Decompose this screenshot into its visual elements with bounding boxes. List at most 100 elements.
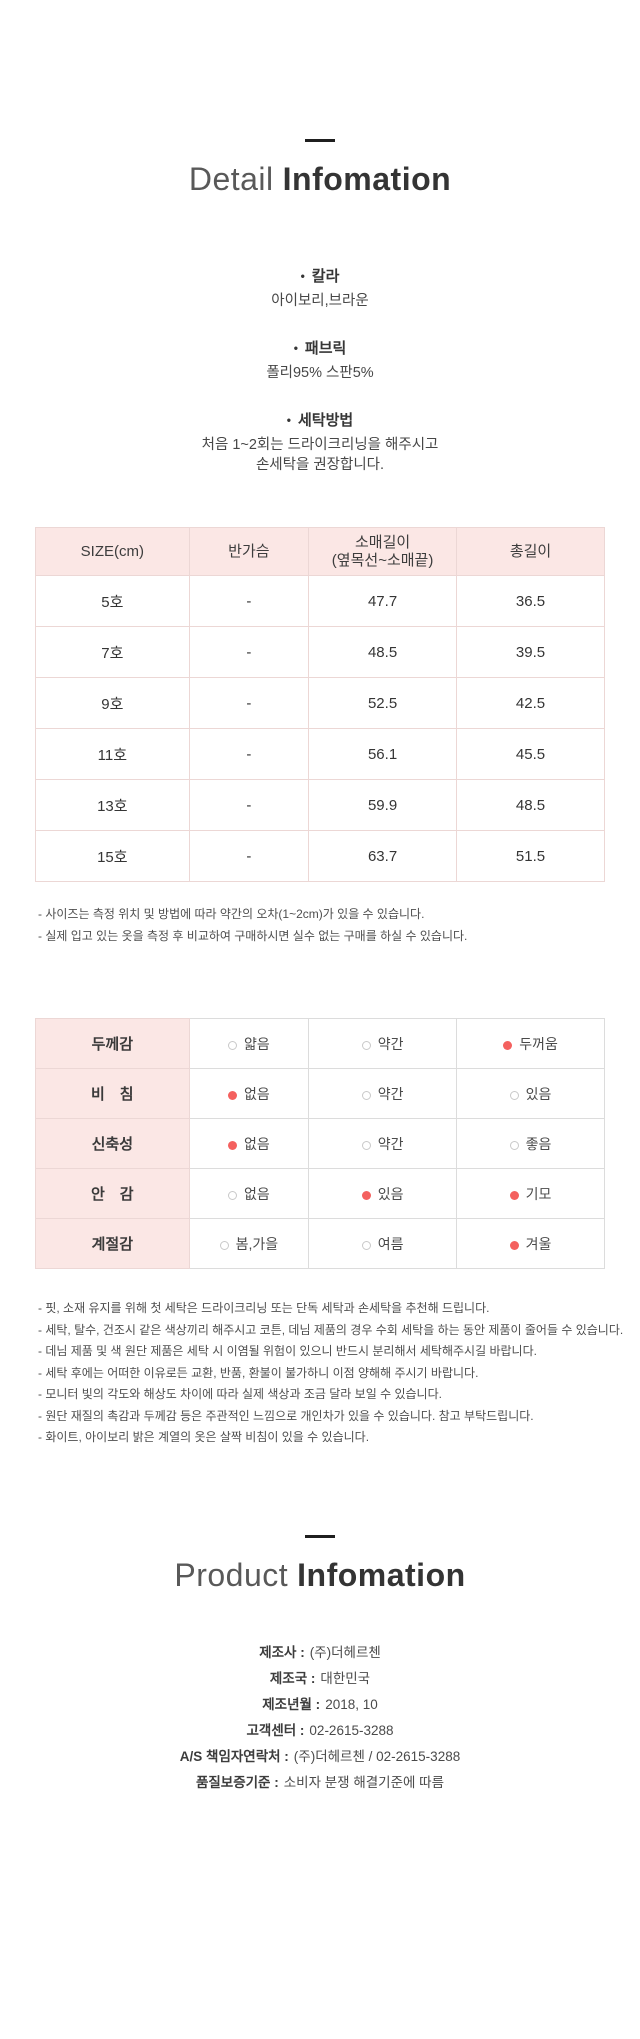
product-info-row: 제조사 : (주)더헤르첸 bbox=[259, 1644, 381, 1660]
detail-item-value: 처음 1~2회는 드라이크리닝을 해주시고 bbox=[201, 437, 439, 453]
attribute-row-lining: 안 감 없음 있음 기모 bbox=[35, 1168, 605, 1219]
bullet-icon: • bbox=[286, 413, 291, 427]
attribute-option: 좋음 bbox=[456, 1118, 605, 1169]
bottom-spacer bbox=[0, 1796, 640, 1936]
table-row: 5호 -47.7 36.5 bbox=[35, 575, 605, 627]
detail-item-label: • 칼라 bbox=[300, 268, 340, 285]
size-cell: - bbox=[188, 626, 310, 678]
radio-dot-icon bbox=[361, 1140, 371, 1150]
size-cell: 56.1 bbox=[308, 728, 458, 780]
size-cell: 47.7 bbox=[308, 575, 458, 627]
attribute-label: 비 침 bbox=[35, 1068, 190, 1119]
size-cell: 13호 bbox=[35, 779, 190, 831]
note-line: - 핏, 소재 유지를 위해 첫 세탁은 드라이크리닝 또는 단독 세탁과 손세… bbox=[38, 1301, 490, 1315]
size-cell: 7호 bbox=[35, 626, 190, 678]
attribute-option: 두꺼움 bbox=[456, 1018, 605, 1069]
attribute-label: 계절감 bbox=[35, 1218, 190, 1269]
section-divider bbox=[305, 139, 335, 142]
size-table-header: 총길이 bbox=[456, 527, 605, 576]
note-line: - 데님 제품 및 색 원단 제품은 세탁 시 이염될 위험이 있으니 반드시 … bbox=[38, 1344, 537, 1358]
note-line: - 모니터 빛의 각도와 해상도 차이에 따라 실제 색상과 조금 달라 보일 … bbox=[38, 1387, 442, 1401]
note-line: - 화이트, 아이보리 밝은 계열의 옷은 살짝 비침이 있을 수 있습니다. bbox=[38, 1430, 370, 1444]
detail-item-value: 아이보리,브라운 bbox=[271, 293, 369, 309]
product-info-row: 품질보증기준 : 소비자 분쟁 해결기준에 따름 bbox=[195, 1774, 445, 1790]
title-word-bold: Infomation bbox=[282, 161, 452, 197]
table-row: 7호 -48.5 39.5 bbox=[35, 626, 605, 678]
size-table-header: SIZE(cm) bbox=[35, 527, 190, 576]
radio-dot-icon bbox=[227, 1090, 237, 1100]
size-cell: 36.5 bbox=[456, 575, 605, 627]
table-row: 11호 -56.1 45.5 bbox=[35, 728, 605, 780]
product-info-row: 제조년월 :2018, 10 bbox=[262, 1696, 378, 1712]
section-divider bbox=[305, 1534, 335, 1538]
care-notes: - 핏, 소재 유지를 위해 첫 세탁은 드라이크리닝 또는 단독 세탁과 손세… bbox=[38, 1298, 640, 1449]
radio-dot-icon bbox=[509, 1240, 519, 1250]
note-line: - 세탁 후에는 어떠한 이유로든 교환, 반품, 환불이 불가하니 이점 양해… bbox=[38, 1365, 479, 1380]
size-cell: 39.5 bbox=[456, 626, 605, 678]
size-cell: 59.9 bbox=[308, 779, 458, 831]
size-cell: - bbox=[188, 575, 310, 627]
radio-dot-icon bbox=[509, 1140, 519, 1150]
detail-item-washing: • 세탁방법 처음 1~2회는 드라이크리닝을 해주시고 손세탁을 권장합니다. bbox=[0, 410, 640, 475]
radio-dot-icon bbox=[219, 1240, 229, 1250]
radio-dot-icon bbox=[361, 1040, 371, 1050]
attribute-label: 안 감 bbox=[35, 1168, 190, 1219]
attribute-option: 있음 bbox=[308, 1168, 458, 1219]
table-row: 15호 -63.7 51.5 bbox=[35, 830, 605, 882]
radio-dot-icon bbox=[361, 1240, 371, 1250]
size-cell: 52.5 bbox=[308, 677, 458, 729]
radio-dot-icon bbox=[509, 1190, 519, 1200]
attribute-row-sheerness: 비 침 없음 약간 있음 bbox=[35, 1068, 605, 1119]
product-section-title: Product Infomation bbox=[0, 1557, 640, 1594]
table-row: 13호 -59.9 48.5 bbox=[35, 779, 605, 831]
detail-item-label: • 세탁방법 bbox=[286, 412, 354, 429]
size-cell: 5호 bbox=[35, 575, 190, 627]
attribute-option: 기모 bbox=[456, 1168, 605, 1219]
product-detail-page: Detail Infomation • 칼라 아이보리,브라운 • 패브릭 폴리95%… bbox=[0, 139, 640, 1936]
attribute-option: 겨울 bbox=[456, 1218, 605, 1269]
size-notes: - 사이즈는 측정 위치 및 방법에 따라 약간의 오차(1~2cm)가 있을 … bbox=[38, 904, 640, 947]
size-cell: 11호 bbox=[35, 728, 190, 780]
bullet-icon: • bbox=[300, 269, 305, 283]
note-line: - 실제 입고 있는 옷을 측정 후 비교하여 구매하시면 실수 없는 구매를 … bbox=[38, 928, 468, 943]
title-word-light: Detail bbox=[188, 161, 274, 197]
attribute-option: 약간 bbox=[308, 1068, 458, 1119]
size-cell: 48.5 bbox=[456, 779, 605, 831]
size-cell: 63.7 bbox=[308, 830, 458, 882]
radio-dot-icon bbox=[227, 1190, 237, 1200]
size-cell: 15호 bbox=[35, 830, 190, 882]
detail-item-fabric: • 패브릭 폴리95% 스판5% bbox=[0, 338, 640, 383]
detail-section-title: Detail Infomation bbox=[0, 161, 640, 198]
radio-dot-icon bbox=[503, 1040, 513, 1050]
radio-dot-icon bbox=[509, 1090, 519, 1100]
title-word-light: Product bbox=[174, 1556, 289, 1593]
attribute-row-thickness: 두께감 얇음 약간 두꺼움 bbox=[35, 1018, 605, 1069]
attribute-option: 없음 bbox=[188, 1168, 310, 1219]
attribute-option: 있음 bbox=[456, 1068, 605, 1119]
size-cell: 9호 bbox=[35, 677, 190, 729]
size-cell: - bbox=[188, 830, 310, 882]
attribute-label: 두께감 bbox=[35, 1018, 190, 1069]
detail-item-value: 손세탁을 권장합니다. bbox=[255, 457, 385, 473]
attribute-label: 신축성 bbox=[35, 1118, 190, 1169]
detail-item-label: • 패브릭 bbox=[293, 340, 347, 357]
attribute-option: 약간 bbox=[308, 1018, 458, 1069]
size-cell: - bbox=[188, 779, 310, 831]
size-table-header: 반가슴 bbox=[188, 527, 310, 576]
attribute-table: 두께감 얇음 약간 두꺼움 비 침 없음 약간 있음 신축성 없음 약간 좋음 … bbox=[35, 1018, 605, 1269]
product-info-row: 고객센터 :02-2615-3288 bbox=[246, 1722, 394, 1738]
note-line: - 세탁, 탈수, 건조시 같은 색상끼리 해주시고 코튼, 데님 제품의 경우… bbox=[38, 1322, 624, 1337]
table-row: 9호 -52.5 42.5 bbox=[35, 677, 605, 729]
attribute-option: 약간 bbox=[308, 1118, 458, 1169]
attribute-option: 얇음 bbox=[188, 1018, 310, 1069]
attribute-row-season: 계절감 봄,가을 여름 겨울 bbox=[35, 1218, 605, 1269]
size-cell: - bbox=[188, 728, 310, 780]
size-table-header-row: SIZE(cm) 반가슴 소매길이 (옆목선~소매끝) 총길이 bbox=[35, 527, 605, 576]
size-cell: 51.5 bbox=[456, 830, 605, 882]
attribute-option: 없음 bbox=[188, 1118, 310, 1169]
size-cell: 45.5 bbox=[456, 728, 605, 780]
note-line: - 원단 재질의 촉감과 두께감 등은 주관적인 느낌으로 개인차가 있을 수 … bbox=[38, 1408, 534, 1423]
radio-dot-icon bbox=[227, 1140, 237, 1150]
product-info-row: 제조국 : 대한민국 bbox=[269, 1670, 371, 1686]
size-cell: 42.5 bbox=[456, 677, 605, 729]
